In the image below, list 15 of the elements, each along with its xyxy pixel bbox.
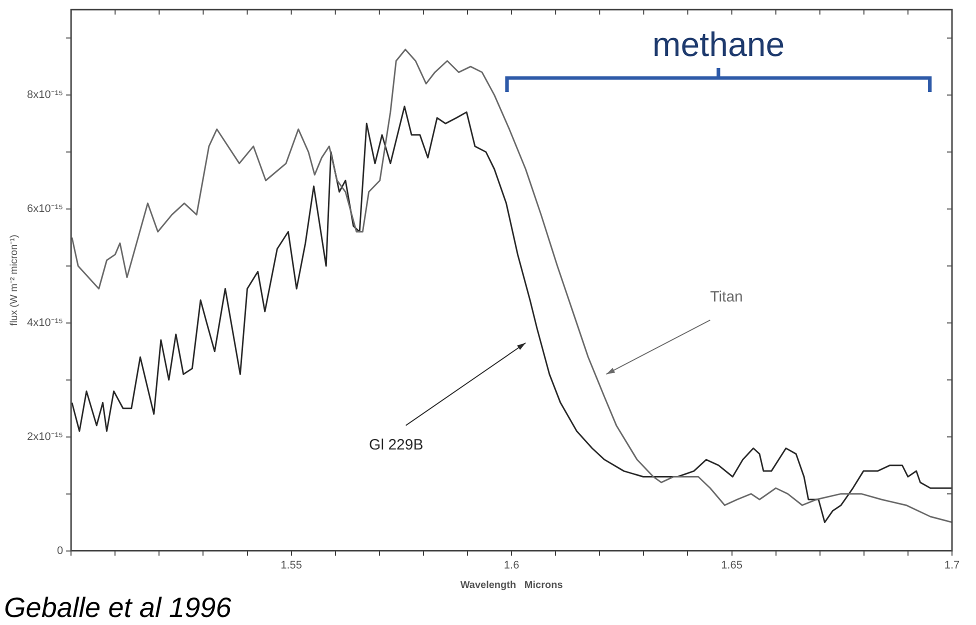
- y-tick-label: 2x10⁻¹⁵: [27, 430, 64, 443]
- y-tick-label: 6x10⁻¹⁵: [27, 203, 64, 216]
- text: Gl 229B: [369, 436, 424, 454]
- annotation: methane: [652, 26, 785, 64]
- y-axis-title: flux (W m⁻² micron⁻¹): [8, 234, 20, 326]
- x-tick-label: 1.65: [721, 559, 742, 572]
- x-tick-label: 1.7: [944, 559, 960, 572]
- y-tick-label: 8x10⁻¹⁵: [27, 89, 64, 102]
- text: Geballe et al 1996: [4, 592, 232, 623]
- x-axis-title: Wavelength Microns: [460, 580, 564, 591]
- y-tick-label: 0: [56, 544, 64, 557]
- x-tick-label: 1.55: [280, 559, 302, 572]
- x-tick-label: 1.6: [504, 559, 520, 572]
- text: Titan: [710, 288, 743, 306]
- y-tick-label: 4x10⁻¹⁵: [27, 316, 64, 329]
